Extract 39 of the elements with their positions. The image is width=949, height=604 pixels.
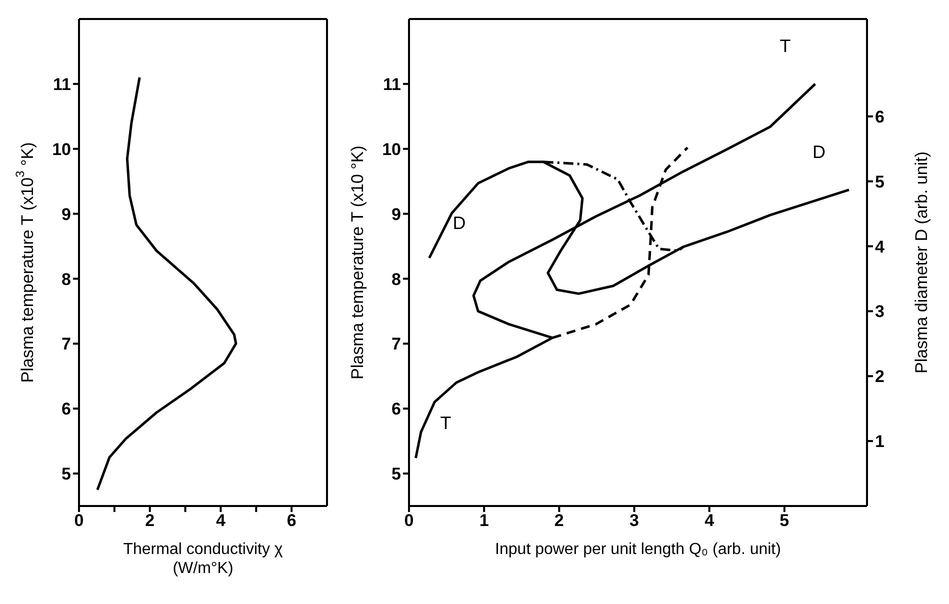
x-tick-label: 2 bbox=[554, 511, 564, 530]
y2-tick-label: 3 bbox=[875, 302, 884, 322]
y-tick-label: 10 bbox=[52, 140, 71, 159]
x-tick-label: 4 bbox=[704, 511, 715, 530]
x-tick-label: 6 bbox=[286, 511, 296, 530]
y-tick-label: 8 bbox=[62, 270, 71, 289]
y-tick-label: 11 bbox=[383, 74, 401, 94]
y-tick-label: 9 bbox=[62, 204, 71, 224]
text: D bbox=[812, 142, 826, 162]
y-tick-label: 7 bbox=[392, 334, 401, 354]
y2-tick-label: 2 bbox=[875, 367, 884, 386]
x-tick-label: 4 bbox=[216, 511, 226, 530]
x-tick-label: 0 bbox=[74, 511, 84, 530]
x-tick-label: 1 bbox=[479, 511, 489, 530]
x-tick-label: 2 bbox=[145, 511, 155, 530]
y2-tick-label: 5 bbox=[875, 172, 884, 192]
y-tick-label: 6 bbox=[62, 400, 71, 419]
text: T bbox=[780, 36, 791, 56]
x-tick-label: 3 bbox=[630, 511, 639, 530]
series-label: D bbox=[452, 212, 466, 233]
y2-axis-title: Plasma diameter D (arb. unit) bbox=[912, 151, 930, 374]
series-label: T bbox=[440, 412, 452, 433]
y2-tick-label: 4 bbox=[875, 237, 885, 256]
y-tick-label: 10 bbox=[382, 140, 401, 159]
x-axis-title: Thermal conductivity χ (W/m°K) bbox=[123, 541, 284, 577]
x-axis-title: Input power per unit length Q₀ (arb. unit) bbox=[495, 541, 781, 558]
line-series bbox=[96, 76, 238, 492]
y-tick-label: 5 bbox=[62, 464, 71, 484]
y-tick-label: 11 bbox=[53, 74, 71, 94]
x-tick-label: 5 bbox=[780, 511, 790, 530]
x-tick-label: 0 bbox=[404, 511, 414, 530]
y-tick-label: 7 bbox=[62, 334, 71, 354]
y-tick-label: 8 bbox=[392, 270, 401, 289]
y-tick-label: 6 bbox=[392, 400, 401, 419]
y2-tick-label: 1 bbox=[875, 432, 884, 452]
y-tick-label: 5 bbox=[392, 464, 401, 484]
y-tick-label: 9 bbox=[392, 204, 401, 224]
y2-tick-label: 6 bbox=[875, 107, 884, 126]
y-axis-title: Plasma temperature T (x10 °K) bbox=[348, 146, 366, 380]
